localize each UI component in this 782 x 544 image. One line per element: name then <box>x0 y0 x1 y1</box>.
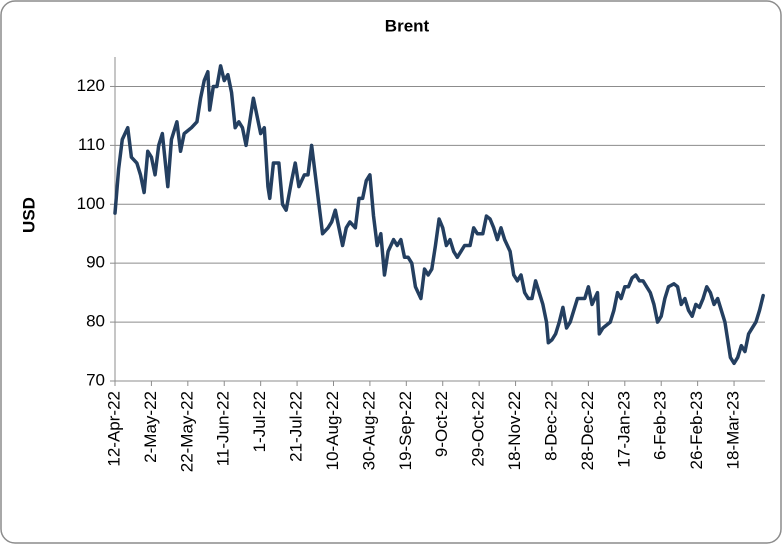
y-tick-label: 80 <box>86 312 105 331</box>
y-tick-label: 100 <box>77 194 105 213</box>
x-tick-label: 10-Aug-22 <box>323 391 342 470</box>
x-tick-label: 11-Jun-22 <box>214 391 233 466</box>
x-tick-label: 28-Dec-22 <box>578 391 597 470</box>
x-tick-label: 19-Sep-22 <box>396 391 415 470</box>
y-tick-label: 110 <box>78 135 105 154</box>
x-tick-label: 21-Jul-22 <box>287 391 306 462</box>
x-tick-label: 30-Aug-22 <box>359 391 378 470</box>
y-tick-label: 90 <box>86 253 105 272</box>
x-tick-label: 2-May-22 <box>141 391 160 463</box>
x-tick-label: 8-Dec-22 <box>541 391 560 461</box>
x-tick-label: 6-Feb-23 <box>651 391 670 460</box>
chart-title: Brent <box>385 16 430 35</box>
x-tick-label: 26-Feb-23 <box>687 391 706 469</box>
x-tick-label: 22-May-22 <box>177 391 196 472</box>
y-tick-label: 70 <box>86 370 105 389</box>
y-tick-label: 120 <box>77 76 105 95</box>
x-tick-label: 17-Jan-23 <box>614 391 633 468</box>
x-tick-label: 18-Nov-22 <box>505 391 524 470</box>
x-tick-label: 1-Jul-22 <box>250 391 269 452</box>
line-series <box>113 64 765 366</box>
y-axis-label: USD <box>19 197 38 233</box>
x-tick-label: 9-Oct-22 <box>432 391 451 457</box>
x-tick-label: 29-Oct-22 <box>469 391 488 467</box>
x-tick-label: 18-Mar-23 <box>724 391 743 469</box>
x-tick-label: 12-Apr-22 <box>104 391 123 467</box>
